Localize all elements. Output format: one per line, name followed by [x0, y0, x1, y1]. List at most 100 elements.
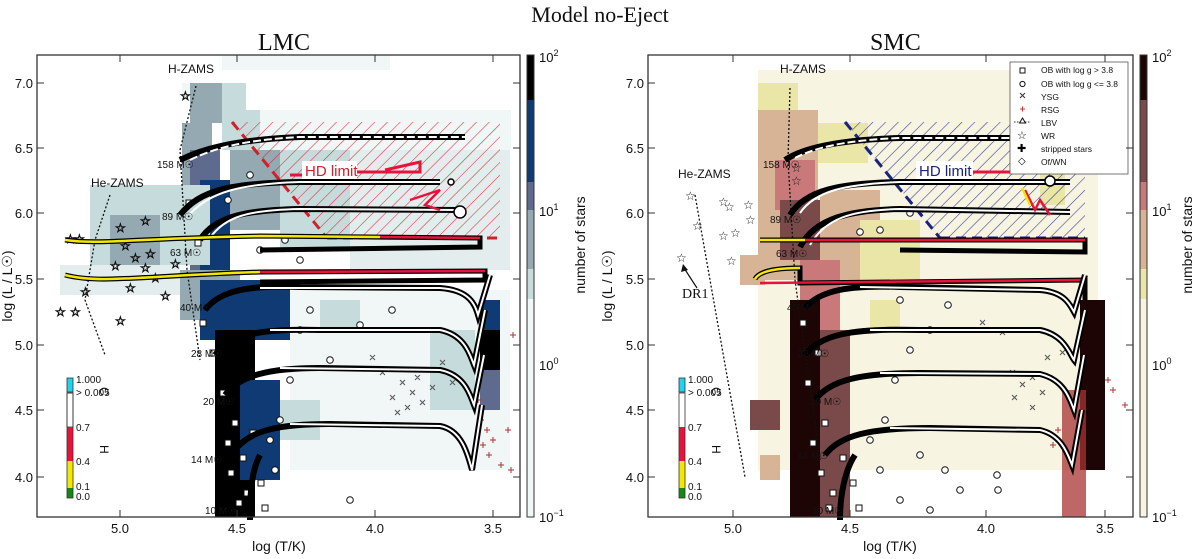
lmc-xtick-4.0: 4.0 — [366, 521, 384, 536]
svg-text:☆: ☆ — [140, 214, 151, 228]
lmc-ytick-labels: 7.0 6.5 6.0 5.5 5.0 4.5 4.0 — [15, 76, 33, 485]
svg-text:☆: ☆ — [791, 161, 802, 175]
svg-text:102: 102 — [1152, 48, 1171, 65]
lmc-mass-label-63: 63 M☉ — [170, 248, 201, 259]
lmc-ytick-6.5: 6.5 — [15, 141, 33, 156]
legend-plus-icon — [1020, 106, 1025, 112]
smc-hd-limit-label-bg — [916, 161, 973, 179]
svg-text:6.0: 6.0 — [626, 206, 644, 221]
svg-text:100: 100 — [1152, 356, 1171, 373]
smc-abundance-key: 1.000 > 0.005 0.7 0.4 0.1 0.0 C H — [678, 375, 723, 503]
svg-text:C: C — [709, 387, 723, 396]
smc-rsg-stars — [1050, 377, 1128, 448]
smc-he-zams-line — [694, 194, 746, 478]
lmc-mass-label-14: 14 M☉ — [191, 455, 222, 466]
smc-ytick-labels: 7.0 6.5 6.0 5.5 5.0 4.5 4.0 — [626, 76, 644, 485]
lmc-panel: LMC — [0, 0, 600, 554]
lmc-h-zams-label: H-ZAMS — [168, 62, 214, 76]
svg-text:☆: ☆ — [115, 314, 126, 328]
smc-mass-label-89: 89 M☉ — [770, 215, 801, 226]
smc-h-zams-label: H-ZAMS — [780, 62, 826, 76]
smc-mass-label-14: 14 M☉ — [797, 451, 828, 462]
svg-text:☆: ☆ — [718, 229, 729, 243]
svg-text:☆: ☆ — [125, 281, 136, 295]
smc-evolutionary-tracks — [752, 135, 1088, 521]
legend-stripped: stripped stars — [1041, 144, 1092, 154]
smc-axes-frame — [647, 54, 1134, 518]
svg-text:101: 101 — [539, 202, 558, 219]
svg-text:☆: ☆ — [70, 305, 81, 319]
svg-text:☆: ☆ — [791, 174, 802, 188]
svg-text:102: 102 — [539, 48, 558, 65]
lmc-he-zams-label: He-ZAMS — [91, 176, 144, 190]
legend-ob-high-g: OB with log g > 3.8 — [1041, 65, 1113, 75]
lmc-axes-frame — [36, 54, 521, 518]
legend-ofwn: Of/WN — [1041, 157, 1067, 167]
legend-diamond-icon: ◇ — [1018, 156, 1026, 167]
svg-text:☆: ☆ — [718, 195, 729, 209]
smc-ylabel: log (L / L☉) — [600, 250, 615, 321]
legend-wr: WR — [1041, 131, 1055, 141]
smc-mass-label-40: 40 M☉ — [787, 303, 818, 314]
h-key-label: H — [97, 445, 111, 454]
smc-mass-label-10: 10 M☉ — [812, 506, 843, 517]
svg-text:☆: ☆ — [110, 259, 121, 273]
svg-text:3.5: 3.5 — [1096, 521, 1114, 536]
lmc-mass-label-10: 10 M☉ — [205, 506, 236, 517]
svg-text:☆: ☆ — [160, 289, 171, 303]
lmc-mass-label-20: 20 M☉ — [203, 397, 234, 408]
lmc-xtick-3.5: 3.5 — [484, 521, 502, 536]
svg-text:0.1: 0.1 — [688, 482, 702, 493]
smc-ticks — [648, 55, 1133, 517]
legend-ysg: YSG — [1041, 92, 1059, 102]
c-tick-1000: 1.000 — [76, 375, 101, 386]
lmc-abundance-key: 1.000 > 0.005 0.7 0.4 0.1 0.0 C H — [66, 375, 111, 503]
lmc-colorbar: 102 101 100 10−1 number of stars — [526, 48, 588, 525]
figure-suptitle: Model no-Eject — [531, 2, 669, 27]
svg-text:☆: ☆ — [120, 239, 131, 253]
h-tick-00: 0.0 — [76, 492, 90, 503]
smc-plot: ☆ ☆☆ ☆☆☆ ☆ ☆☆ ☆☆☆ DR1 — [599, 48, 1195, 554]
svg-text:☆: ☆ — [745, 213, 756, 227]
svg-text:H: H — [709, 445, 723, 454]
lmc-xlabel: log (T/K) — [252, 538, 306, 554]
svg-text:☆: ☆ — [743, 198, 754, 212]
legend-triangle-icon — [1018, 117, 1027, 124]
svg-text:☆: ☆ — [55, 305, 66, 319]
smc-mass-label-20: 20 M☉ — [810, 397, 841, 408]
lmc-ytick-4.0: 4.0 — [15, 470, 33, 485]
lmc-ysg-stars — [369, 354, 456, 416]
lmc-title: LMC — [258, 30, 311, 56]
svg-text:☆: ☆ — [724, 200, 735, 214]
smc-mass-label-28: 28 M☉ — [798, 349, 829, 360]
svg-text:10−1: 10−1 — [539, 508, 564, 525]
svg-text:7.0: 7.0 — [626, 76, 644, 91]
legend-cross-outline-icon: ✚ — [1017, 143, 1026, 155]
legend-rsg: RSG — [1041, 105, 1059, 115]
lmc-ytick-4.5: 4.5 — [15, 403, 33, 418]
svg-text:0.7: 0.7 — [688, 423, 702, 434]
smc-ob-stars — [799, 209, 1002, 514]
svg-text:101: 101 — [1152, 202, 1171, 219]
h-tick-01: 0.1 — [76, 482, 90, 493]
legend-lbv: LBV — [1041, 118, 1057, 128]
svg-text:☆: ☆ — [145, 247, 156, 261]
lmc-ytick-5.0: 5.0 — [15, 338, 33, 353]
lmc-ytick-7.0: 7.0 — [15, 76, 33, 91]
lmc-xtick-labels: 5.0 4.5 4.0 3.5 — [111, 521, 502, 536]
lmc-mass-label-89: 89 M☉ — [162, 212, 193, 223]
lmc-xtick-5.0: 5.0 — [111, 521, 129, 536]
lmc-plot: ☆☆ ☆ ☆ ☆☆ ☆☆ ☆☆ ☆☆ ☆☆ ☆☆ ☆☆ — [0, 48, 588, 554]
smc-legend: ☆ ✚ ◇ OB with log g > 3.8 OB with log g … — [1009, 61, 1129, 175]
svg-text:0.0: 0.0 — [688, 492, 702, 503]
smc-colorbar: 102 101 100 10−1 number of stars — [1139, 48, 1195, 525]
smc-dr1-arrowhead — [681, 264, 688, 272]
svg-text:10−1: 10−1 — [1152, 508, 1177, 525]
svg-text:5.5: 5.5 — [626, 272, 644, 287]
lmc-hd-limit-label-bg — [302, 161, 357, 179]
legend-circle-icon — [1019, 80, 1026, 88]
svg-text:> 0.005: > 0.005 — [688, 388, 722, 399]
h-tick-07: 0.7 — [76, 423, 90, 434]
smc-xlabel: log (T/K) — [863, 538, 917, 554]
svg-text:6.5: 6.5 — [626, 141, 644, 156]
